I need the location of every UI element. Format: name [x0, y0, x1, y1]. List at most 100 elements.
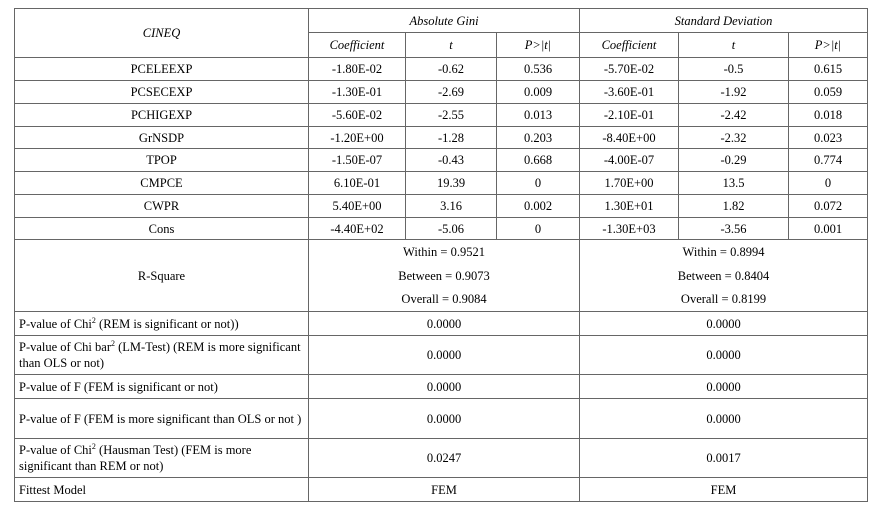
- sd-p-cell: 0.615: [787, 57, 869, 81]
- sd-rsquare-between: Between = 0.8404: [578, 263, 869, 288]
- test-row-f-fem: P-value of F (FEM is significant or not)…: [14, 374, 869, 399]
- gini-p-cell: 0.002: [496, 194, 580, 218]
- gini-t-cell: 3.16: [405, 194, 497, 218]
- gini-p-cell: 0.013: [496, 103, 580, 127]
- sd-coef-cell: -4.00E-07: [579, 148, 679, 172]
- sd-rsquare-overall: Overall = 0.8199: [578, 287, 869, 312]
- sd-test-value: 0.0000: [578, 335, 869, 375]
- coef-row-pceleexp: PCELEEXP -1.80E-02 -0.62 0.536 -5.70E-02…: [14, 57, 869, 81]
- row-label: Cons: [14, 217, 309, 240]
- sd-rsquare-within: Within = 0.8994: [578, 239, 869, 264]
- gini-coef-cell: 5.40E+00: [308, 194, 406, 218]
- gini-p-cell: 0.009: [496, 80, 580, 104]
- gini-t-cell: -2.55: [405, 103, 497, 127]
- fittest-label: Fittest Model: [14, 477, 309, 502]
- sd-t-cell: -2.42: [678, 103, 789, 127]
- sd-t-cell: 1.82: [678, 194, 789, 218]
- test-label: P-value of Chi2 (REM is significant or n…: [14, 311, 309, 336]
- row-label: PCHIGEXP: [14, 103, 309, 127]
- test-label: P-value of Chi2 (Hausman Test) (FEM is m…: [14, 438, 309, 478]
- row-label: CMPCE: [14, 171, 309, 195]
- rsquare-row-within: R-Square Within = 0.9521 Within = 0.8994: [14, 239, 869, 312]
- gini-p-cell: 0.203: [496, 126, 580, 149]
- gini-t-cell: 19.39: [405, 171, 497, 195]
- gini-t-cell: -1.28: [405, 126, 497, 149]
- test-row-lm: P-value of Chi bar2 (LM-Test) (REM is mo…: [14, 335, 869, 375]
- gini-p-cell: 0: [496, 217, 580, 240]
- coef-row-pcsecexp: PCSECEXP -1.30E-01 -2.69 0.009 -3.60E-01…: [14, 80, 869, 104]
- sd-p-cell: 0.774: [787, 148, 869, 172]
- row-label: CWPR: [14, 194, 309, 218]
- gini-test-value: 0.0000: [308, 335, 580, 375]
- gini-coef-cell: -5.60E-02: [308, 103, 406, 127]
- regression-results-table: CINEQ Absolute Gini Standard Deviation C…: [14, 8, 869, 502]
- row-label: PCELEEXP: [14, 57, 309, 81]
- rsquare-row-between: Between = 0.9073 Between = 0.8404: [15, 263, 869, 288]
- gini-test-value: 0.0000: [308, 374, 580, 399]
- gini-fittest-value: FEM: [308, 477, 580, 502]
- sd-test-value: 0.0017: [578, 438, 869, 478]
- test-label: P-value of Chi bar2 (LM-Test) (REM is mo…: [14, 335, 309, 375]
- row-label: GrNSDP: [14, 126, 309, 149]
- sd-coef-cell: -2.10E-01: [579, 103, 679, 127]
- test-row-chi2-rem: P-value of Chi2 (REM is significant or n…: [14, 311, 869, 336]
- subheader-sd-t: t: [678, 32, 789, 58]
- fittest-model-row: Fittest Model FEM FEM: [14, 477, 869, 502]
- coef-row-pchigexp: PCHIGEXP -5.60E-02 -2.55 0.013 -2.10E-01…: [14, 103, 869, 127]
- gini-coef-cell: -4.40E+02: [308, 217, 406, 240]
- row-label: PCSECEXP: [14, 80, 309, 104]
- sd-coef-cell: -5.70E-02: [579, 57, 679, 81]
- sd-coef-cell: -3.60E-01: [579, 80, 679, 104]
- sd-p-cell: 0.059: [787, 80, 869, 104]
- sd-t-cell: -0.5: [678, 57, 789, 81]
- subheader-gini-p: P>|t|: [496, 32, 580, 58]
- gini-rsquare-within: Within = 0.9521: [308, 239, 580, 264]
- gini-coef-cell: -1.80E-02: [308, 57, 406, 81]
- sd-t-cell: 13.5: [678, 171, 789, 195]
- header-corner-cineq: CINEQ: [14, 8, 309, 58]
- gini-t-cell: -2.69: [405, 80, 497, 104]
- sd-test-value: 0.0000: [578, 398, 869, 439]
- coef-row-grnsdp: GrNSDP -1.20E+00 -1.28 0.203 -8.40E+00 -…: [14, 126, 869, 149]
- sd-fittest-value: FEM: [578, 477, 869, 502]
- coef-row-cons: Cons -4.40E+02 -5.06 0 -1.30E+03 -3.56 0…: [14, 217, 869, 240]
- gini-t-cell: -0.43: [405, 148, 497, 172]
- gini-p-cell: 0: [496, 171, 580, 195]
- subheader-sd-p: P>|t|: [787, 32, 869, 58]
- gini-test-value: 0.0247: [308, 438, 580, 478]
- sd-coef-cell: -8.40E+00: [579, 126, 679, 149]
- gini-coef-cell: -1.30E-01: [308, 80, 406, 104]
- sd-p-cell: 0.023: [787, 126, 869, 149]
- coef-row-cwpr: CWPR 5.40E+00 3.16 0.002 1.30E+01 1.82 0…: [14, 194, 869, 218]
- gini-coef-cell: -1.50E-07: [308, 148, 406, 172]
- header-standard-deviation: Standard Deviation: [578, 8, 869, 33]
- gini-rsquare-between: Between = 0.9073: [308, 263, 580, 288]
- subheader-gini-t: t: [405, 32, 497, 58]
- sd-p-cell: 0.001: [787, 217, 869, 240]
- subheader-sd-coefficient: Coefficient: [579, 32, 679, 58]
- sd-coef-cell: 1.70E+00: [579, 171, 679, 195]
- sd-t-cell: -2.32: [678, 126, 789, 149]
- sd-p-cell: 0.072: [787, 194, 869, 218]
- sd-p-cell: 0: [787, 171, 869, 195]
- gini-t-cell: -0.62: [405, 57, 497, 81]
- sd-t-cell: -0.29: [678, 148, 789, 172]
- gini-p-cell: 0.668: [496, 148, 580, 172]
- test-label: P-value of F (FEM is significant or not): [14, 374, 309, 399]
- sd-coef-cell: 1.30E+01: [579, 194, 679, 218]
- sd-coef-cell: -1.30E+03: [579, 217, 679, 240]
- gini-coef-cell: 6.10E-01: [308, 171, 406, 195]
- gini-rsquare-overall: Overall = 0.9084: [308, 287, 580, 312]
- regression-table-container: CINEQ Absolute Gini Standard Deviation C…: [14, 8, 869, 502]
- gini-t-cell: -5.06: [405, 217, 497, 240]
- sd-p-cell: 0.018: [787, 103, 869, 127]
- sd-test-value: 0.0000: [578, 374, 869, 399]
- sd-test-value: 0.0000: [578, 311, 869, 336]
- sd-t-cell: -1.92: [678, 80, 789, 104]
- header-absolute-gini: Absolute Gini: [308, 8, 580, 33]
- test-row-f-ols: P-value of F (FEM is more significant th…: [14, 398, 869, 439]
- sd-t-cell: -3.56: [678, 217, 789, 240]
- test-label: P-value of F (FEM is more significant th…: [14, 398, 309, 439]
- test-row-hausman: P-value of Chi2 (Hausman Test) (FEM is m…: [14, 438, 869, 478]
- rsquare-label: R-Square: [14, 239, 309, 312]
